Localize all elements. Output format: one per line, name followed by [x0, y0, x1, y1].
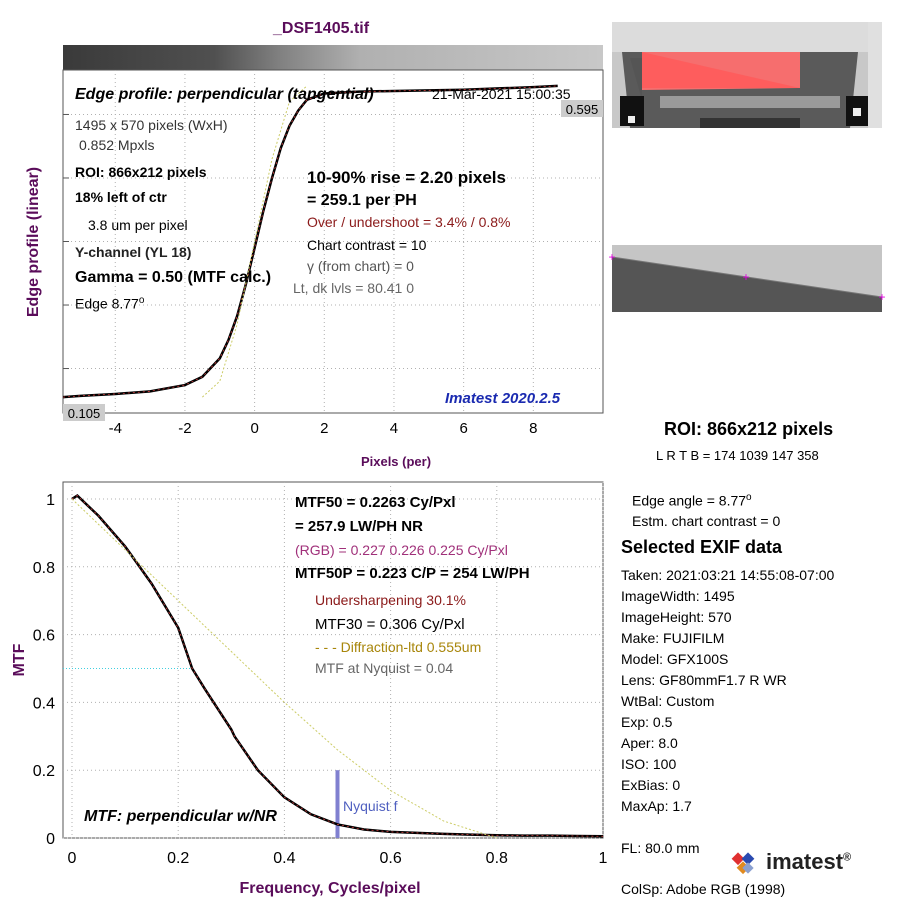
mtf-diffraction-line: [71, 498, 497, 839]
exif-item: ISO: 100: [621, 756, 677, 772]
marker-right-icon: +: [878, 290, 885, 304]
mtf-grid: [63, 482, 604, 839]
info-pixels: 1495 x 570 pixels (WxH): [75, 117, 228, 133]
edge-top-value: 0.595: [566, 102, 599, 117]
nyquist-label: Nyquist f: [343, 798, 398, 814]
edge-plot-area: [62, 69, 604, 414]
info-gamma: Gamma = 0.50 (MTF calc.): [75, 269, 272, 286]
diffraction-label: - - - Diffraction-ltd 0.555um: [315, 639, 482, 655]
edge-datetime: 21-Mar-2021 15:00:35: [432, 86, 571, 102]
side-estm-contrast: Estm. chart contrast = 0: [632, 513, 781, 529]
edge-xtick-label: -2: [178, 420, 191, 437]
info-channel: Y-channel (YL 18): [75, 244, 192, 260]
exif-item: WtBal: Custom: [621, 693, 715, 709]
nyquist-bar: [335, 770, 340, 838]
mtf-ytick-label: 0.6: [33, 628, 55, 645]
mtf50-label: MTF50 = 0.2263 Cy/Pxl: [295, 494, 456, 511]
edge-ticks: -4 -2 0 2 4 6 8: [63, 113, 537, 437]
mtf-ytick-label: 0.2: [33, 763, 55, 780]
bottom-value-box: [63, 404, 105, 421]
file-title: _DSF1405.tif: [273, 20, 370, 37]
edge-gray-bar: [63, 45, 603, 70]
edge-bottom-value: 0.105: [68, 406, 101, 421]
edge-title: Edge profile: perpendicular (tangential): [75, 86, 374, 103]
mtf-lines: [71, 493, 604, 839]
info-position: 18% left of ctr: [75, 189, 167, 205]
stat-per-ph: = 259.1 per PH: [307, 192, 417, 209]
marker-left-icon: +: [608, 250, 615, 264]
mtf-ytick-label: 1: [46, 492, 55, 509]
version-label: Imatest 2020.2.5: [445, 390, 561, 407]
info-um: 3.8 um per pixel: [88, 217, 188, 233]
stat-rise: 10-90% rise = 2.20 pixels: [307, 168, 506, 187]
stat-overshoot: Over / undershoot = 3.4% / 0.8%: [307, 214, 511, 230]
edge-xtick-label: 2: [320, 420, 328, 437]
mtf50p-label: MTF50P = 0.223 C/P = 254 LW/PH: [295, 565, 530, 582]
mtf-xtick-label: 0: [68, 850, 77, 867]
imatest-logo-text: imatest®: [766, 849, 852, 874]
roi-thumbnail: [612, 22, 882, 128]
nyquist-mtf-label: MTF at Nyquist = 0.04: [315, 660, 454, 676]
mtf-xtick-label: 1: [599, 850, 608, 867]
side-roi: ROI: 866x212 pixels: [664, 419, 834, 439]
exif-item: Aper: 8.0: [621, 735, 678, 751]
mtf-ticks: 0 0.2 0.4 0.6 0.8 1 0 0.2 0.4 0.6 0.8 1: [33, 492, 608, 867]
info-roi: ROI: 866x212 pixels: [75, 164, 207, 180]
edge-xtick-label: 8: [529, 420, 537, 437]
stat-gamma: γ (from chart) = 0: [307, 258, 414, 274]
exif-item: Lens: GF80mmF1.7 R WR: [621, 672, 787, 688]
exif-list: Taken: 2021:03:21 14:55:08-07:00 ImageWid…: [621, 567, 834, 819]
mtf-plot-title: MTF: perpendicular w/NR: [84, 808, 277, 825]
exif-item: Taken: 2021:03:21 14:55:08-07:00: [621, 567, 835, 583]
mtf-xtick-label: 0.6: [379, 850, 401, 867]
exif-item: Model: GFX100S: [621, 651, 729, 667]
exif-item: ExBias: 0: [621, 777, 681, 793]
info-mpxls: 0.852 Mpxls: [79, 137, 155, 153]
exif-fl: FL: 80.0 mm: [621, 840, 700, 856]
side-edge-angle: Edge angle = 8.77o: [632, 492, 752, 509]
mtf-ytick-label: 0.8: [33, 560, 55, 577]
top-value-box: [561, 100, 603, 117]
mtf-xtick-label: 0.8: [486, 850, 508, 867]
mtf-xlabel: Frequency, Cycles/pixel: [239, 880, 420, 897]
exif-item: Make: FUJIFILM: [621, 630, 725, 646]
edge-xlabel: Pixels (per): [361, 454, 431, 469]
edge-thumbnail: + + +: [608, 245, 886, 312]
edge-xtick-label: -4: [109, 420, 122, 437]
marker-center-icon: +: [742, 270, 749, 284]
mtf-ylabel: MTF: [11, 643, 28, 676]
rgb-label: (RGB) = 0.227 0.226 0.225 Cy/Pxl: [295, 542, 508, 558]
side-lrtb: L R T B = 174 1039 147 358: [656, 448, 819, 463]
mtf30-label: MTF30 = 0.306 Cy/Pxl: [315, 616, 465, 633]
lwph-label: = 257.9 LW/PH NR: [295, 518, 423, 535]
exif-title: Selected EXIF data: [621, 537, 783, 557]
mtf-ytick-label: 0: [46, 831, 55, 848]
exif-colsp: ColSp: Adobe RGB (1998): [621, 881, 786, 897]
edge-xtick-label: 0: [250, 420, 258, 437]
stat-contrast: Chart contrast = 10: [307, 237, 427, 253]
edge-lines: [62, 84, 558, 399]
mtf-ytick-label: 0.4: [33, 695, 55, 712]
info-edge: Edge 8.77o: [75, 295, 145, 312]
undersharp-label: Undersharpening 30.1%: [315, 592, 466, 608]
exif-item: MaxAp: 1.7: [621, 798, 692, 814]
mtf-xtick-label: 0.4: [273, 850, 295, 867]
edge-ylabel: Edge profile (linear): [25, 167, 42, 317]
edge-xtick-label: 4: [390, 420, 398, 437]
exif-item: ImageHeight: 570: [621, 609, 732, 625]
mtf-plot-area: [62, 481, 604, 839]
edge-red-line: [62, 85, 558, 398]
exif-item: ImageWidth: 1495: [621, 588, 735, 604]
mtf-xtick-label: 0.2: [167, 850, 189, 867]
exif-item: Exp: 0.5: [621, 714, 673, 730]
imatest-logo-icon: [731, 852, 755, 875]
stat-levels: Lt, dk lvls = 80.41 0: [293, 280, 415, 296]
mtf-red-line: [71, 495, 604, 837]
edge-xtick-label: 6: [459, 420, 467, 437]
